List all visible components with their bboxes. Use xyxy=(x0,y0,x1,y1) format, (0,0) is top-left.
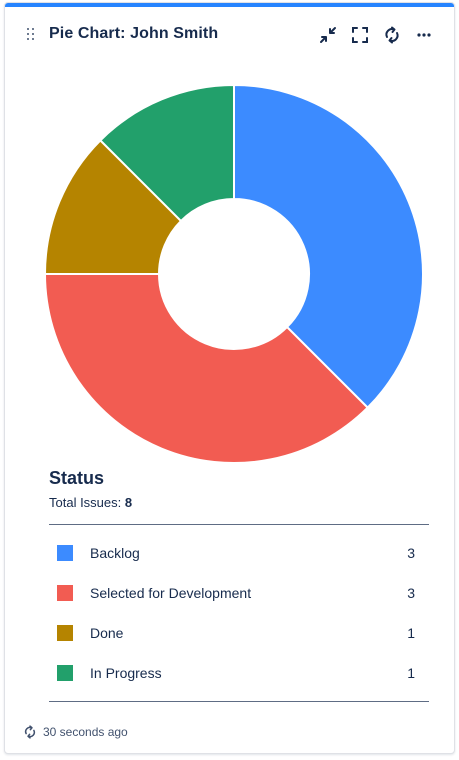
legend-swatch xyxy=(57,545,73,561)
gadget-title: Pie Chart: John Smith xyxy=(49,25,219,42)
refresh-small-icon[interactable] xyxy=(23,725,37,739)
more-actions-button[interactable] xyxy=(412,23,436,47)
gadget-accent-bar xyxy=(5,3,454,7)
legend-title: Status xyxy=(49,468,105,488)
legend-item-count: 1 xyxy=(407,625,415,641)
total-issues-label: Total Issues: xyxy=(49,495,122,510)
legend-swatch xyxy=(57,585,73,601)
pie-slice-selected-for-development[interactable] xyxy=(43,273,370,464)
legend-table: Backlog 3 Selected for Development 3 Don… xyxy=(49,524,429,702)
legend-item-label: Done xyxy=(90,625,124,641)
refresh-button[interactable] xyxy=(380,23,404,47)
pie-slice-backlog[interactable] xyxy=(233,83,424,410)
minimize-icon xyxy=(320,27,336,43)
legend-item-done[interactable]: Done 1 xyxy=(49,613,429,653)
gadget-actions xyxy=(316,23,436,47)
legend-item-label: In Progress xyxy=(90,665,162,681)
refresh-icon xyxy=(385,26,399,44)
legend-item-label: Selected for Development xyxy=(90,585,252,601)
last-updated-text: 30 seconds ago xyxy=(43,725,128,739)
legend-item-count: 3 xyxy=(407,545,415,561)
pie-chart xyxy=(43,83,425,465)
pie-chart-svg xyxy=(43,83,424,464)
legend-swatch xyxy=(57,625,73,641)
fullscreen-icon xyxy=(352,27,368,43)
chart-legend: Status Total Issues: 8 Backlog 3 Selecte… xyxy=(49,468,429,702)
pie-slice-in-progress[interactable] xyxy=(98,83,235,223)
legend-item-backlog[interactable]: Backlog 3 xyxy=(49,533,429,573)
drag-handle-icon[interactable] xyxy=(27,28,37,42)
legend-item-label: Backlog xyxy=(90,545,140,561)
fullscreen-button[interactable] xyxy=(348,23,372,47)
legend-item-count: 1 xyxy=(407,665,415,681)
total-issues-value: 8 xyxy=(124,495,133,510)
legend-swatch xyxy=(57,665,73,681)
gadget-footer: 30 seconds ago xyxy=(23,725,128,739)
minimize-button[interactable] xyxy=(316,23,340,47)
total-issues: Total Issues: 8 xyxy=(49,495,429,510)
legend-item-selected-for-development[interactable]: Selected for Development 3 xyxy=(49,573,429,613)
legend-item-in-progress[interactable]: In Progress 1 xyxy=(49,653,429,693)
gadget-header: Pie Chart: John Smith xyxy=(5,19,454,51)
legend-item-count: 3 xyxy=(407,585,415,601)
more-icon xyxy=(417,33,431,37)
pie-chart-gadget: Pie Chart: John Smith xyxy=(4,2,455,754)
